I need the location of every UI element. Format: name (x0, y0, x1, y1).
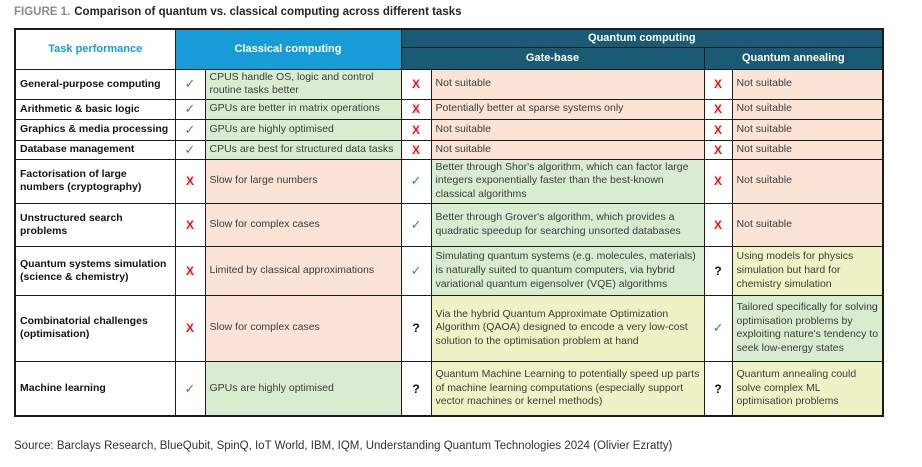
annealing-description: Not suitable (731, 202, 884, 247)
header-task-performance: Task performance (14, 28, 176, 70)
annealing-description: Not suitable (731, 118, 884, 141)
cross-icon: X (703, 202, 733, 247)
table-body: General-purpose computing ✓ CPUS handle OS… (14, 68, 884, 417)
gate-description: Quantum Machine Learning to potentially … (430, 360, 705, 417)
annealing-description: Not suitable (731, 98, 884, 120)
comparison-table: Task performance Classical computing Qua… (14, 28, 885, 418)
question-icon: ? (400, 360, 432, 417)
check-icon: ✓ (400, 245, 432, 296)
cross-icon: X (703, 68, 733, 100)
table-row: Machine learning ✓ GPUs are highly optimis… (14, 360, 884, 417)
check-icon: ✓ (174, 360, 206, 417)
annealing-description: Using models for physics simulation but … (731, 245, 884, 296)
annealing-description: Quantum annealing could solve complex ML… (731, 360, 884, 417)
table-row: Database management ✓ CPUs are best for st… (14, 139, 884, 160)
cross-icon: X (400, 139, 432, 160)
classical-description: GPUs are better in matrix operations (204, 98, 402, 120)
task-label: Quantum systems simulation (science & ch… (14, 245, 176, 296)
table-row: Arithmetic & basic logic ✓ GPUs are better… (14, 98, 884, 120)
table-row: Factorisation of large numbers (cryptogr… (14, 158, 884, 204)
gate-description: Not suitable (430, 68, 705, 100)
annealing-description: Not suitable (731, 158, 884, 204)
annealing-description: Not suitable (731, 68, 884, 100)
check-icon: ✓ (703, 294, 733, 362)
classical-description: Slow for complex cases (204, 294, 402, 362)
task-label: Machine learning (14, 360, 176, 417)
task-label: Combinatorial challenges (optimisation) (14, 294, 176, 362)
task-label: Factorisation of large numbers (cryptogr… (14, 158, 176, 204)
check-icon: ✓ (400, 202, 432, 247)
task-label: Arithmetic & basic logic (14, 98, 176, 120)
check-icon: ✓ (174, 68, 206, 100)
task-label: Unstructured search problems (14, 202, 176, 247)
figure-number: FIGURE 1. (14, 6, 71, 18)
cross-icon: X (703, 118, 733, 141)
figure-title-text: Comparison of quantum vs. classical comp… (74, 6, 462, 18)
gate-description: Potentially better at sparse systems onl… (430, 98, 705, 120)
cross-icon: X (703, 98, 733, 120)
cross-icon: X (703, 139, 733, 160)
question-icon: ? (703, 245, 733, 296)
cross-icon: X (400, 118, 432, 141)
header-row-sub: Gate-base Quantum annealing (15, 46, 884, 70)
annealing-description: Tailored specifically for solving optimi… (731, 294, 884, 362)
cross-icon: X (400, 68, 432, 100)
classical-description: Slow for large numbers (204, 158, 402, 204)
cross-icon: X (174, 158, 206, 204)
table-row: Graphics & media processing ✓ GPUs are hig… (14, 118, 884, 141)
task-label: General-purpose computing (14, 68, 176, 100)
cross-icon: X (703, 158, 733, 204)
annealing-description: Not suitable (731, 139, 884, 160)
header-row-top: Task performance Classical computing Qua… (14, 28, 884, 70)
question-icon: ? (703, 360, 733, 417)
table-row: General-purpose computing ✓ CPUS handle OS… (14, 68, 884, 100)
classical-description: Limited by classical approximations (204, 245, 402, 296)
table-row: Unstructured search problems X Slow for co… (14, 202, 884, 247)
classical-description: GPUs are highly optimised (204, 360, 402, 417)
check-icon: ✓ (174, 98, 206, 120)
source-note: Source: Barclays Research, BlueQubit, Sp… (14, 440, 673, 452)
gate-description: Not suitable (430, 118, 705, 141)
figure-title: FIGURE 1. Comparison of quantum vs. class… (14, 6, 462, 18)
task-label: Graphics & media processing (14, 118, 176, 141)
gate-description: Simulating quantum systems (e.g. molecul… (430, 245, 705, 296)
cross-icon: X (400, 98, 432, 120)
classical-description: Slow for complex cases (204, 202, 402, 247)
check-icon: ✓ (174, 139, 206, 160)
question-icon: ? (400, 294, 432, 362)
classical-description: CPUs are best for structured data tasks (204, 139, 402, 160)
cross-icon: X (174, 294, 206, 362)
check-icon: ✓ (174, 118, 206, 141)
gate-description: Better through Grover's algorithm, which… (430, 202, 705, 247)
table-row: Combinatorial challenges (optimisation) X… (14, 294, 884, 362)
classical-description: GPUs are highly optimised (204, 118, 402, 141)
table-row: Quantum systems simulation (science & ch… (14, 245, 884, 296)
gate-description: Not suitable (430, 139, 705, 160)
gate-description: Better through Shor's algorithm, which c… (430, 158, 705, 204)
header-classical-computing: Classical computing (174, 28, 402, 70)
gate-description: Via the hybrid Quantum Approximate Optim… (430, 294, 705, 362)
cross-icon: X (174, 202, 206, 247)
header-quantum-computing: Quantum computing (400, 28, 884, 48)
header-quantum-annealing: Quantum annealing (703, 46, 884, 70)
cross-icon: X (174, 245, 206, 296)
check-icon: ✓ (400, 158, 432, 204)
header-gate-base: Gate-base (400, 46, 705, 70)
task-label: Database management (14, 139, 176, 160)
classical-description: CPUS handle OS, logic and control routin… (204, 68, 402, 100)
